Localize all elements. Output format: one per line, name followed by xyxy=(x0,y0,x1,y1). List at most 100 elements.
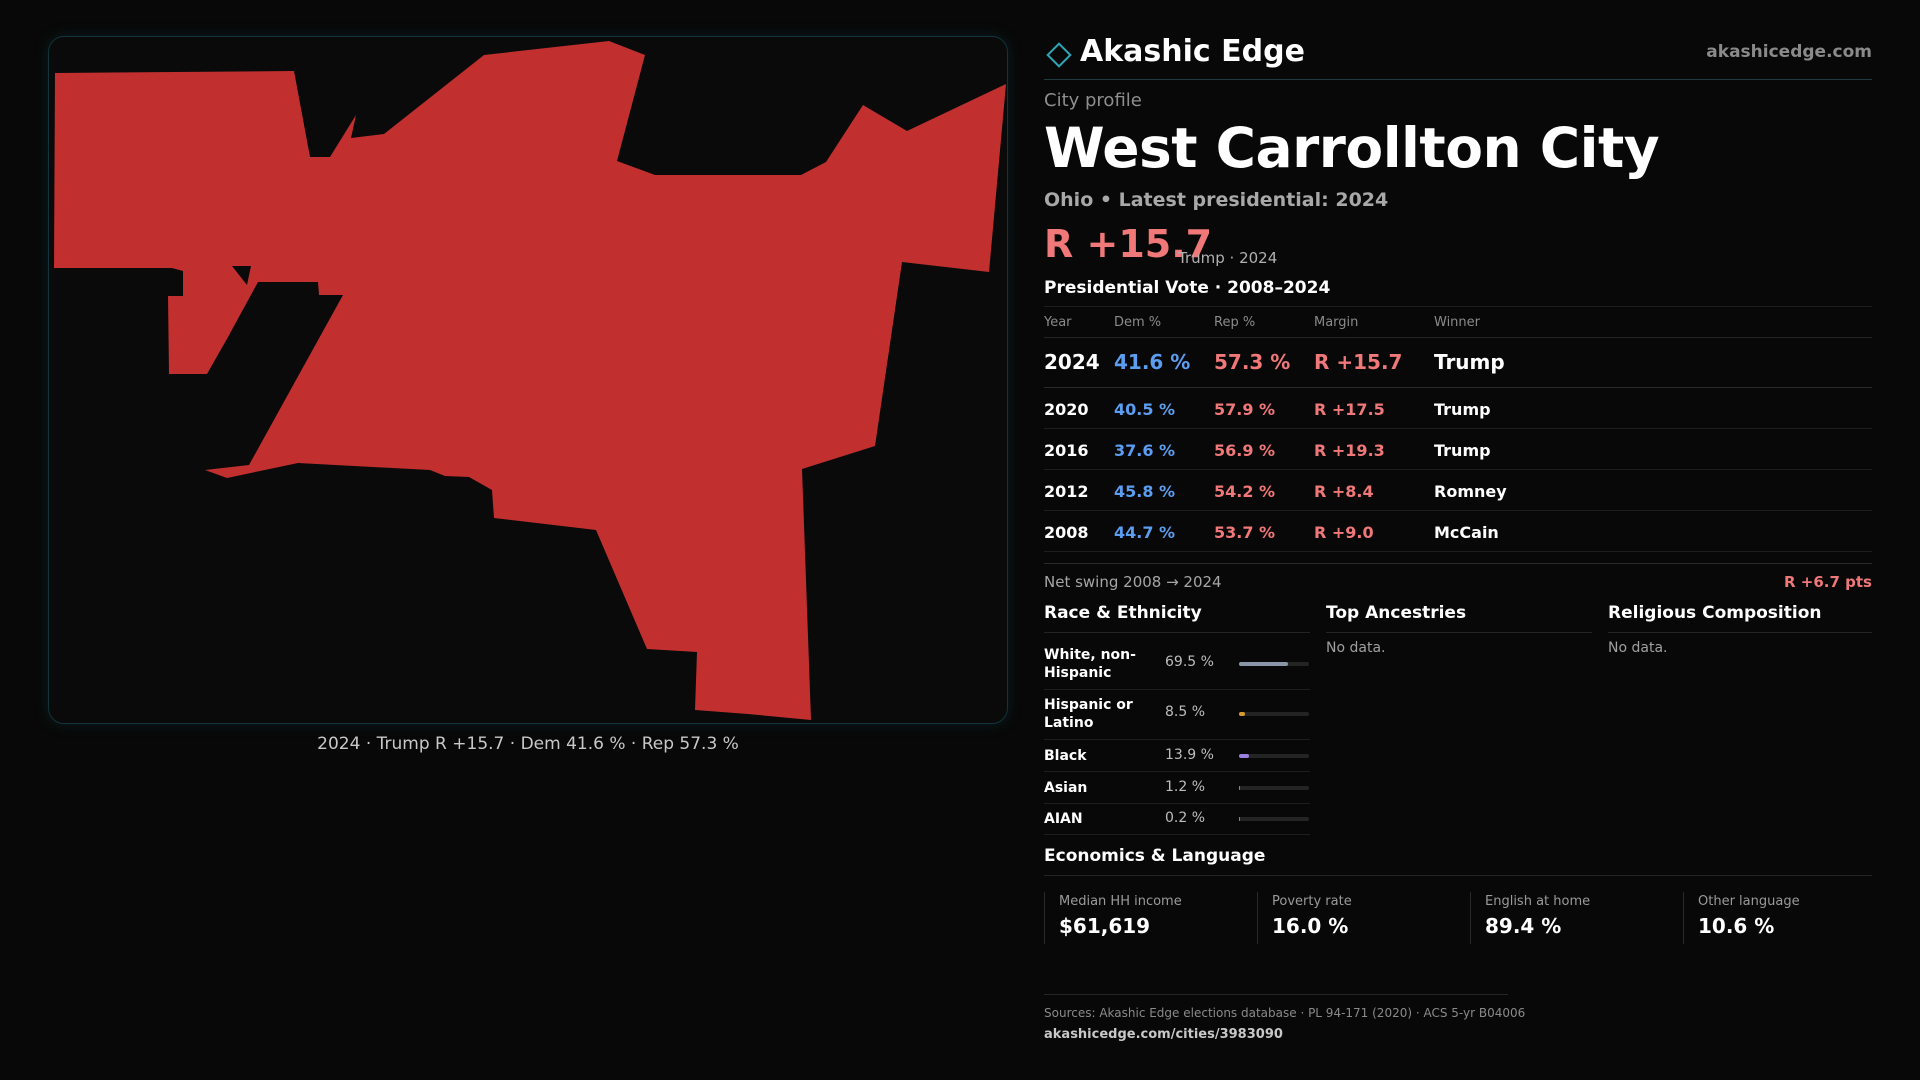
econ-label: English at home xyxy=(1485,894,1591,909)
header-margin: Margin xyxy=(1314,315,1359,330)
source-url-link[interactable]: akashicedge.com/cities/3983090 xyxy=(1044,1027,1283,1042)
race-row: White, non-Hispanic 69.5 % xyxy=(1044,642,1310,690)
row-winner: McCain xyxy=(1434,523,1499,542)
race-value: 0.2 % xyxy=(1165,810,1206,826)
race-section-title: Race & Ethnicity xyxy=(1044,603,1202,623)
race-label: Hispanic or Latino xyxy=(1044,697,1133,731)
map-caption: 2024 · Trump R +15.7 · Dem 41.6 % · Rep … xyxy=(317,734,739,754)
ancestries-divider xyxy=(1326,632,1592,633)
row-margin: R +15.7 xyxy=(1314,350,1403,374)
race-bar-track xyxy=(1239,817,1309,821)
row-year: 2020 xyxy=(1044,400,1089,419)
city-map[interactable] xyxy=(48,36,1008,724)
religion-empty: No data. xyxy=(1608,640,1668,656)
net-swing-label: Net swing 2008 → 2024 xyxy=(1044,573,1222,591)
race-label: Asian xyxy=(1044,780,1088,796)
row-margin: R +9.0 xyxy=(1314,523,1374,542)
row-winner: Trump xyxy=(1434,400,1491,419)
ancestries-empty: No data. xyxy=(1326,640,1386,656)
ancestries-section-title: Top Ancestries xyxy=(1326,603,1467,623)
econ-label: Poverty rate xyxy=(1272,894,1352,909)
race-bar-fill xyxy=(1239,754,1249,758)
row-dem: 45.8 % xyxy=(1114,482,1176,501)
table-row: 2008 44.7 % 53.7 % R +9.0 McCain xyxy=(1044,511,1872,552)
row-rep: 54.2 % xyxy=(1214,482,1276,501)
brand-url-link[interactable]: akashicedge.com xyxy=(1706,42,1872,62)
race-bar-fill xyxy=(1239,712,1245,716)
row-dem: 40.5 % xyxy=(1114,400,1176,419)
econ-value: 16.0 % xyxy=(1272,914,1349,938)
race-label: Black xyxy=(1044,748,1087,764)
row-dem: 37.6 % xyxy=(1114,441,1176,460)
econ-cell-english: English at home 89.4 % xyxy=(1470,892,1683,944)
race-row: Hispanic or Latino 8.5 % xyxy=(1044,692,1310,740)
sources-text: Sources: Akashic Edge elections database… xyxy=(1044,1006,1526,1020)
row-dem: 44.7 % xyxy=(1114,523,1176,542)
table-row: 2024 41.6 % 57.3 % R +15.7 Trump xyxy=(1044,338,1872,388)
header-winner: Winner xyxy=(1434,315,1481,330)
race-bar-fill xyxy=(1239,662,1288,666)
vote-table: Year Dem % Rep % Margin Winner 2024 41.6… xyxy=(1044,306,1872,552)
latest-margin-note: Trump · 2024 xyxy=(1178,249,1278,267)
header-year: Year xyxy=(1044,315,1072,330)
econ-label: Other language xyxy=(1698,894,1800,909)
race-bar-track xyxy=(1239,662,1309,666)
row-dem: 41.6 % xyxy=(1114,350,1191,374)
city-boundary-shape[interactable] xyxy=(54,41,1006,720)
econ-label: Median HH income xyxy=(1059,894,1182,909)
table-row: 2020 40.5 % 57.9 % R +17.5 Trump xyxy=(1044,388,1872,429)
row-year: 2008 xyxy=(1044,523,1089,542)
header-dem: Dem % xyxy=(1114,315,1162,330)
religion-divider xyxy=(1608,632,1872,633)
table-row: 2012 45.8 % 54.2 % R +8.4 Romney xyxy=(1044,470,1872,511)
race-row: Black 13.9 % xyxy=(1044,742,1310,772)
net-swing-row: Net swing 2008 → 2024 R +6.7 pts xyxy=(1044,563,1872,593)
profile-eyebrow: City profile xyxy=(1044,90,1142,111)
race-bar-track xyxy=(1239,786,1309,790)
header-rep: Rep % xyxy=(1214,315,1256,330)
race-value: 69.5 % xyxy=(1165,654,1214,670)
row-margin: R +8.4 xyxy=(1314,482,1374,501)
row-winner: Romney xyxy=(1434,482,1507,501)
brand-header: Akashic Edge akashicedge.com xyxy=(1044,32,1872,80)
profile-panel: Akashic Edge akashicedge.com City profil… xyxy=(1044,0,1872,1080)
row-rep: 57.3 % xyxy=(1214,350,1291,374)
race-value: 1.2 % xyxy=(1165,779,1206,795)
diamond-logo-icon xyxy=(1046,42,1072,68)
econ-value: 89.4 % xyxy=(1485,914,1562,938)
brand-name: Akashic Edge xyxy=(1080,34,1305,69)
econ-cell-other-language: Other language 10.6 % xyxy=(1683,892,1872,944)
race-row: AIAN 0.2 % xyxy=(1044,805,1310,835)
row-rep: 53.7 % xyxy=(1214,523,1276,542)
row-margin: R +17.5 xyxy=(1314,400,1385,419)
race-label: White, non-Hispanic xyxy=(1044,647,1136,681)
race-row: Asian 1.2 % xyxy=(1044,774,1310,804)
row-year: 2016 xyxy=(1044,441,1089,460)
econ-cell-income: Median HH income $61,619 xyxy=(1044,892,1257,944)
row-rep: 56.9 % xyxy=(1214,441,1276,460)
economics-section-title: Economics & Language xyxy=(1044,846,1266,866)
row-year: 2012 xyxy=(1044,482,1089,501)
race-divider xyxy=(1044,632,1310,633)
row-rep: 57.9 % xyxy=(1214,400,1276,419)
econ-value: $61,619 xyxy=(1059,914,1151,938)
race-value: 8.5 % xyxy=(1165,704,1206,720)
econ-cell-poverty: Poverty rate 16.0 % xyxy=(1257,892,1470,944)
vote-table-header: Year Dem % Rep % Margin Winner xyxy=(1044,306,1872,338)
row-winner: Trump xyxy=(1434,441,1491,460)
race-label: AIAN xyxy=(1044,811,1083,827)
race-bar-track xyxy=(1239,712,1309,716)
vote-section-title: Presidential Vote · 2008–2024 xyxy=(1044,278,1331,298)
race-bar-fill xyxy=(1239,786,1241,790)
row-year: 2024 xyxy=(1044,350,1100,374)
race-bar-track xyxy=(1239,754,1309,758)
net-swing-value: R +6.7 pts xyxy=(1784,573,1872,591)
profile-subline: Ohio • Latest presidential: 2024 xyxy=(1044,189,1389,211)
page-title: West Carrollton City xyxy=(1044,116,1660,180)
row-winner: Trump xyxy=(1434,350,1505,374)
race-value: 13.9 % xyxy=(1165,747,1214,763)
sources-divider xyxy=(1044,994,1508,995)
row-margin: R +19.3 xyxy=(1314,441,1385,460)
latest-margin: R +15.7 xyxy=(1044,222,1213,266)
economics-divider xyxy=(1044,875,1872,876)
